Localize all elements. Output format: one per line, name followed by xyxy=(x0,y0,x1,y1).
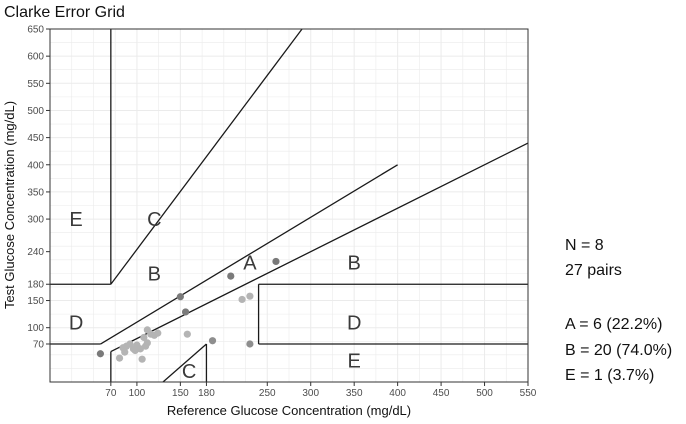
y-tick-label: 100 xyxy=(27,323,44,334)
data-point xyxy=(181,308,190,316)
data-point xyxy=(176,293,184,301)
zone-label-b: B xyxy=(148,263,161,285)
zone-label-d: D xyxy=(347,312,361,334)
summary-n: N = 8 xyxy=(565,237,604,254)
data-point xyxy=(272,257,280,266)
x-tick-label: 550 xyxy=(520,388,537,399)
zone-boundary-line xyxy=(162,343,207,383)
x-tick-label: 100 xyxy=(129,388,146,399)
zone-label-e: E xyxy=(348,350,361,372)
x-tick-label: 450 xyxy=(433,388,450,399)
data-point xyxy=(115,354,124,362)
zone-label-d: D xyxy=(69,312,83,334)
data-point xyxy=(246,292,254,300)
y-tick-label: 70 xyxy=(33,339,45,350)
zone-label-e: E xyxy=(69,209,82,231)
summary-zone-e: E = 1 (3.7%) xyxy=(565,367,655,384)
zone-label-c: C xyxy=(147,209,161,231)
y-tick-label: 600 xyxy=(27,52,44,63)
y-tick-label: 450 xyxy=(27,133,44,144)
data-point xyxy=(136,345,144,353)
zone-boundary-line xyxy=(110,142,529,353)
y-tick-label: 550 xyxy=(27,79,44,90)
zone-label-b: B xyxy=(348,253,361,275)
y-tick-label: 150 xyxy=(27,296,44,307)
y-axis-label: Test Glucose Concentration (mg/dL) xyxy=(2,101,17,309)
chart-title: Clarke Error Grid xyxy=(4,4,125,21)
y-tick-label: 500 xyxy=(27,106,44,117)
data-point xyxy=(208,337,217,345)
zone-boundary-line xyxy=(100,164,398,345)
x-axis-label: Reference Glucose Concentration (mg/dL) xyxy=(167,403,411,418)
x-tick-label: 70 xyxy=(105,388,117,399)
x-tick-label: 250 xyxy=(259,388,276,399)
data-point xyxy=(238,295,246,304)
y-tick-label: 350 xyxy=(27,187,44,198)
data-point xyxy=(96,350,105,358)
y-tick-label: 180 xyxy=(27,280,44,291)
summary-pairs: 27 pairs xyxy=(565,262,622,279)
zone-boundary-line xyxy=(110,28,303,285)
x-tick-label: 400 xyxy=(389,388,406,399)
x-tick-label: 300 xyxy=(302,388,319,399)
data-point xyxy=(119,344,127,352)
y-tick-label: 400 xyxy=(27,160,44,171)
data-point xyxy=(129,345,138,353)
zone-label-a: A xyxy=(243,253,257,275)
y-tick-label: 650 xyxy=(27,25,44,36)
x-tick-label: 350 xyxy=(346,388,363,399)
summary-zone-a: A = 6 (22.2%) xyxy=(565,316,663,333)
data-point xyxy=(138,355,146,363)
data-point xyxy=(183,330,191,338)
zone-label-c: C xyxy=(182,361,196,383)
y-tick-label: 240 xyxy=(27,247,44,258)
x-tick-label: 150 xyxy=(172,388,189,399)
plot-panel-border xyxy=(49,28,529,383)
data-point xyxy=(246,340,254,348)
x-tick-label: 180 xyxy=(198,388,215,399)
data-point xyxy=(227,272,235,280)
x-tick-label: 500 xyxy=(476,388,493,399)
data-point xyxy=(140,333,148,342)
data-point xyxy=(154,329,162,337)
summary-zone-b: B = 20 (74.0%) xyxy=(565,342,673,359)
y-tick-label: 300 xyxy=(27,215,44,226)
